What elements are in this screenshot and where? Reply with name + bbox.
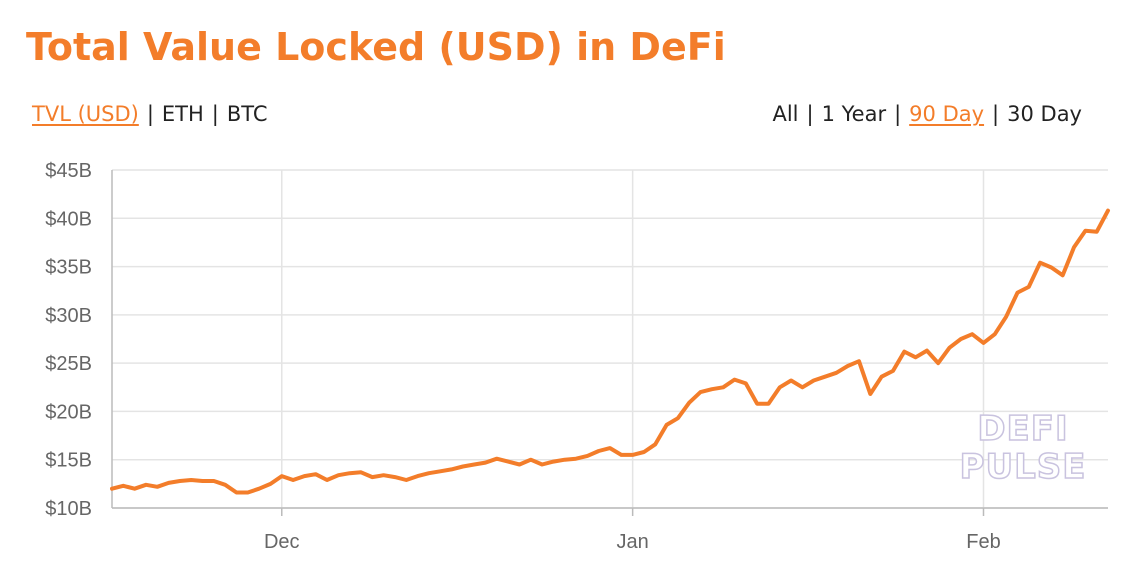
defi-pulse-watermark: DEFI PULSE — [958, 409, 1088, 487]
chart-title: Total Value Locked (USD) in DeFi — [26, 25, 726, 69]
tvl-series-line — [110, 208, 1110, 495]
toggle-separator: | — [211, 102, 219, 126]
y-tick-label: $20B — [45, 401, 92, 423]
range-option-30-day[interactable]: 30 Day — [1007, 102, 1082, 126]
range-toggle: All | 1 Year | 90 Day | 30 Day — [772, 100, 1082, 128]
y-tick-label: $45B — [45, 160, 92, 182]
toggle-separator: | — [992, 102, 1000, 126]
x-tick-label: Dec — [264, 531, 300, 553]
x-tick-label: Jan — [617, 531, 649, 553]
range-option-90-day[interactable]: 90 Day — [909, 102, 985, 126]
y-tick-label: $35B — [45, 257, 92, 279]
y-tick-label: $30B — [45, 305, 92, 327]
range-option-all[interactable]: All — [772, 102, 799, 126]
watermark-line-1: DEFI — [977, 409, 1069, 449]
y-tick-label: $25B — [45, 353, 92, 375]
toggle-separator: | — [806, 102, 814, 126]
range-option-1-year[interactable]: 1 Year — [821, 102, 887, 126]
y-tick-label: $10B — [45, 498, 92, 520]
metric-option-tvl-usd[interactable]: TVL (USD) — [32, 102, 139, 126]
toggle-separator: | — [146, 102, 154, 126]
metric-toggle: TVL (USD) | ETH | BTC — [32, 100, 268, 128]
metric-option-btc[interactable]: BTC — [226, 102, 268, 126]
metric-option-eth[interactable]: ETH — [161, 102, 204, 126]
x-tick-label: Feb — [966, 531, 1000, 553]
y-tick-label: $15B — [45, 450, 92, 472]
y-tick-label: $40B — [45, 208, 92, 230]
watermark-line-2: PULSE — [959, 447, 1087, 487]
toggle-separator: | — [894, 102, 902, 126]
